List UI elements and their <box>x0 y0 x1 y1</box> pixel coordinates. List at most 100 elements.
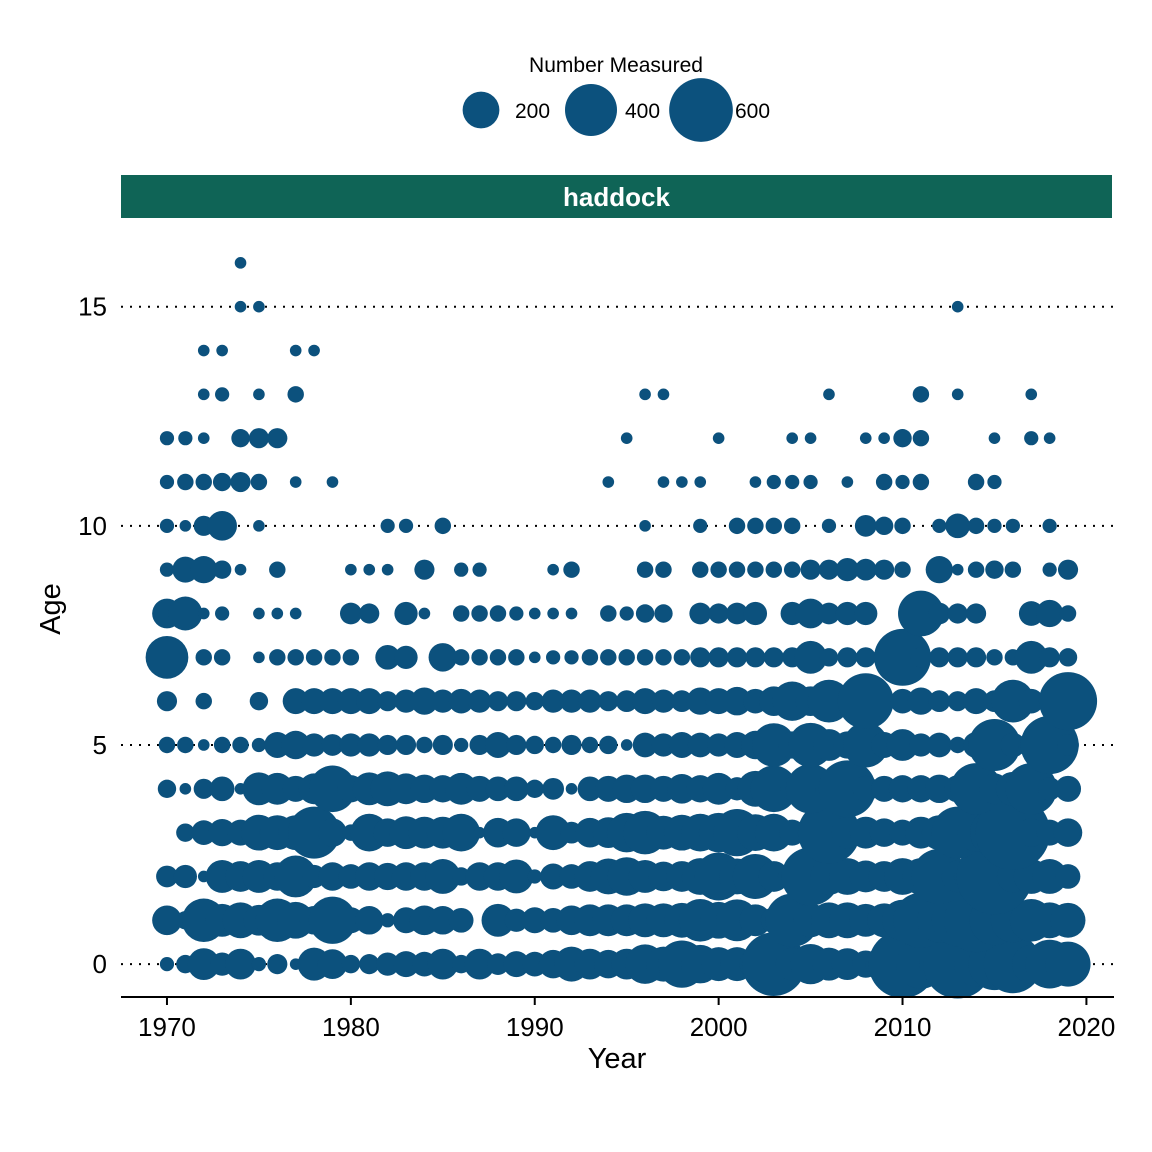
data-point <box>854 558 877 581</box>
data-point <box>321 734 344 756</box>
data-point <box>615 690 638 713</box>
data-point <box>377 691 398 712</box>
data-point <box>794 640 828 674</box>
data-point <box>152 905 182 936</box>
data-point <box>987 474 1002 490</box>
data-point <box>289 344 302 357</box>
data-point <box>600 605 617 622</box>
data-points <box>145 257 1098 999</box>
data-point <box>145 635 189 679</box>
data-point <box>910 647 931 668</box>
data-point <box>686 687 714 715</box>
data-point <box>765 561 783 578</box>
data-point <box>527 869 542 884</box>
data-point <box>471 649 488 666</box>
data-point <box>190 556 218 584</box>
data-point <box>893 428 912 448</box>
y-axis-ticks: 0 5 10 15 <box>78 292 107 979</box>
data-point <box>502 818 531 847</box>
data-point <box>179 783 192 795</box>
data-point <box>561 734 582 756</box>
data-point <box>282 688 309 715</box>
x-tick-label: 1990 <box>506 1012 564 1042</box>
data-point <box>546 650 561 665</box>
data-point <box>786 432 799 444</box>
data-point <box>159 518 175 533</box>
data-point <box>1043 432 1056 444</box>
y-tick-label: 15 <box>78 292 107 322</box>
data-point <box>578 689 602 713</box>
data-point <box>197 432 210 444</box>
data-point <box>581 736 599 754</box>
data-point <box>489 605 507 622</box>
data-point <box>1000 732 1026 758</box>
data-point <box>673 649 691 666</box>
data-point <box>855 647 876 668</box>
data-point <box>274 855 317 898</box>
data-point <box>1032 859 1068 894</box>
data-point <box>454 737 469 753</box>
data-point <box>636 649 654 666</box>
data-point <box>912 386 930 403</box>
data-point <box>967 473 985 491</box>
data-point <box>668 731 695 758</box>
data-point <box>564 650 579 665</box>
data-point <box>287 649 304 666</box>
data-point <box>489 649 507 666</box>
data-point <box>213 736 231 754</box>
data-point <box>528 607 541 620</box>
data-point <box>425 859 461 894</box>
data-point <box>508 649 525 666</box>
data-point <box>783 561 801 578</box>
data-point <box>565 607 578 620</box>
data-point <box>694 476 707 488</box>
legend-label: 400 <box>625 100 660 123</box>
data-point <box>1014 640 1048 674</box>
data-point <box>951 563 964 576</box>
data-point <box>464 948 495 980</box>
data-point <box>452 605 470 622</box>
data-point <box>947 691 968 712</box>
data-point <box>337 688 364 715</box>
data-point <box>195 692 212 710</box>
data-point <box>1050 902 1086 938</box>
data-point <box>454 562 469 577</box>
data-point <box>1020 715 1079 775</box>
data-point <box>445 772 478 805</box>
data-point <box>722 686 752 716</box>
data-point <box>355 906 384 935</box>
data-point <box>636 561 654 578</box>
data-point <box>837 647 858 668</box>
legend: Number Measured 200 400 600 <box>462 54 770 142</box>
data-point <box>928 690 951 713</box>
data-point <box>535 815 571 851</box>
data-point <box>619 606 634 621</box>
data-point <box>763 647 784 668</box>
data-point <box>951 300 964 313</box>
data-point <box>427 948 459 980</box>
data-point <box>707 733 731 757</box>
data-point <box>253 520 265 532</box>
data-point <box>708 603 729 624</box>
data-point <box>859 432 872 444</box>
legend-key <box>669 78 733 142</box>
data-point <box>1057 559 1079 580</box>
data-point <box>168 596 203 631</box>
panel-strip-label: haddock <box>563 182 670 212</box>
data-point <box>469 734 490 756</box>
data-point <box>743 601 768 626</box>
data-point <box>305 649 323 666</box>
data-point <box>287 386 304 403</box>
data-point <box>377 734 398 756</box>
data-point <box>912 473 930 491</box>
data-point <box>747 517 764 535</box>
data-point <box>395 734 417 756</box>
data-point <box>376 952 400 976</box>
data-point <box>739 904 772 937</box>
data-point <box>525 735 544 755</box>
x-tick-label: 1980 <box>322 1012 380 1042</box>
data-point <box>1057 734 1079 756</box>
data-point <box>193 778 214 799</box>
data-point <box>835 601 859 626</box>
